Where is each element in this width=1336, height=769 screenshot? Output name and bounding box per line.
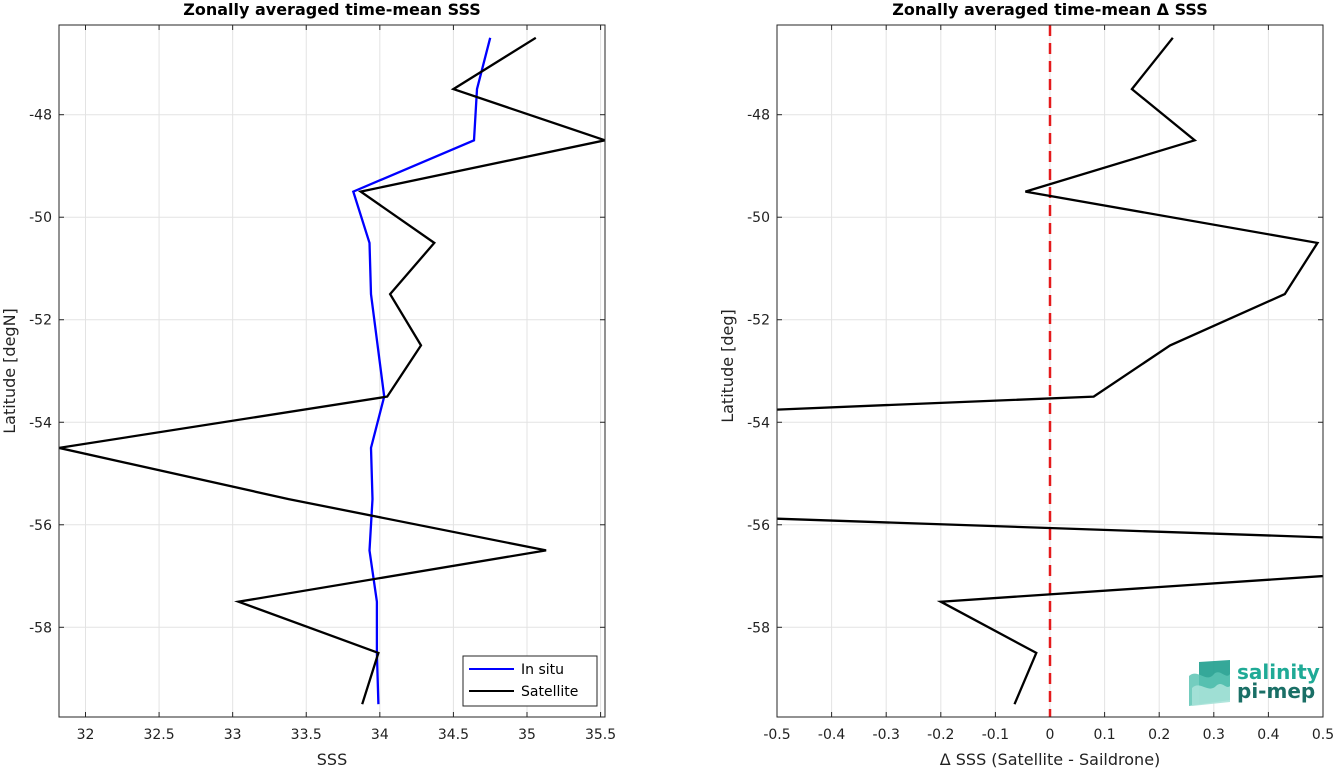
right-y-tick-label: -54 <box>747 415 770 431</box>
right-x-tick-label: 0.5 <box>1312 727 1334 743</box>
left-x-tick-label: 33 <box>224 727 242 743</box>
legend-label-in-situ: In situ <box>521 662 564 678</box>
salinity-pi-mep-logo: salinity pi-mep <box>1189 660 1320 706</box>
left-y-tick-label: -58 <box>29 620 52 636</box>
right-y-tick-label: -50 <box>747 210 770 226</box>
left-x-tick-label: 33.5 <box>291 727 322 743</box>
right-y-tick-label: -58 <box>747 620 770 636</box>
left-y-tick-label: -48 <box>29 108 52 124</box>
right-x-tick-label: -0.2 <box>927 727 954 743</box>
left-y-tick-label: -54 <box>29 415 52 431</box>
left-x-tick-label: 32 <box>77 727 95 743</box>
left-x-axis-label: SSS <box>317 750 347 769</box>
left-y-tick-label: -50 <box>29 210 52 226</box>
left-panel: Zonally averaged time-mean SSS 32 32.5 33 3… <box>0 0 616 769</box>
left-line-in-situ <box>351 37 492 705</box>
left-x-tick-label: 32.5 <box>143 727 174 743</box>
left-x-tick-label: 34.5 <box>438 727 469 743</box>
left-grid <box>59 25 605 717</box>
left-plot-lines <box>59 36 605 705</box>
right-x-axis-label: Δ SSS (Satellite - Saildrone) <box>940 750 1161 769</box>
right-x-tick-label: -0.1 <box>982 727 1009 743</box>
right-y-axis-label: Latitude [deg] <box>718 309 737 423</box>
left-axes-frame <box>58 24 606 718</box>
right-x-tick-label: 0.2 <box>1148 727 1170 743</box>
right-x-tick-label: 0.4 <box>1257 727 1279 743</box>
right-line-series-0 <box>777 37 1323 705</box>
left-y-tick-label: -52 <box>29 313 52 329</box>
left-x-tick-label: 35 <box>518 727 536 743</box>
left-y-ticks: -58 -56 -54 -52 -50 -48 <box>29 108 605 636</box>
left-y-tick-label: -56 <box>29 518 52 534</box>
right-x-tick-label: -0.4 <box>818 727 845 743</box>
left-y-axis-label: Latitude [degN] <box>0 308 19 434</box>
wave-logo-icon <box>1189 660 1230 706</box>
right-chart-title: Zonally averaged time-mean Δ SSS <box>892 0 1208 19</box>
left-x-ticks: 32 32.5 33 33.5 34 34.5 35 35.5 <box>77 25 616 743</box>
logo-text-pi-mep: pi-mep <box>1237 679 1315 703</box>
legend: In situ Satellite <box>462 655 598 707</box>
right-x-tick-label: -0.5 <box>763 727 790 743</box>
right-y-ticks: -58 -56 -54 -52 -50 -48 <box>747 108 1323 636</box>
left-x-tick-label: 35.5 <box>585 727 616 743</box>
legend-box <box>462 655 598 707</box>
right-x-tick-label: 0.3 <box>1203 727 1225 743</box>
left-chart-title: Zonally averaged time-mean SSS <box>183 0 481 19</box>
right-y-tick-label: -52 <box>747 313 770 329</box>
right-plot-lines <box>777 25 1323 717</box>
right-x-tick-label: 0 <box>1046 727 1055 743</box>
right-x-tick-label: -0.3 <box>873 727 900 743</box>
right-x-tick-label: 0.1 <box>1093 727 1115 743</box>
legend-label-satellite: Satellite <box>521 684 578 700</box>
logo-text-salinity: salinity <box>1237 660 1320 684</box>
right-y-tick-label: -56 <box>747 518 770 534</box>
right-x-ticks: -0.5 -0.4 -0.3 -0.2 -0.1 0 0.1 0.2 0.3 0.4 0.5 <box>763 25 1334 743</box>
right-axes-frame <box>776 24 1324 718</box>
right-y-tick-label: -48 <box>747 108 770 124</box>
left-line-satellite <box>59 36 605 705</box>
left-x-tick-label: 34 <box>371 727 389 743</box>
